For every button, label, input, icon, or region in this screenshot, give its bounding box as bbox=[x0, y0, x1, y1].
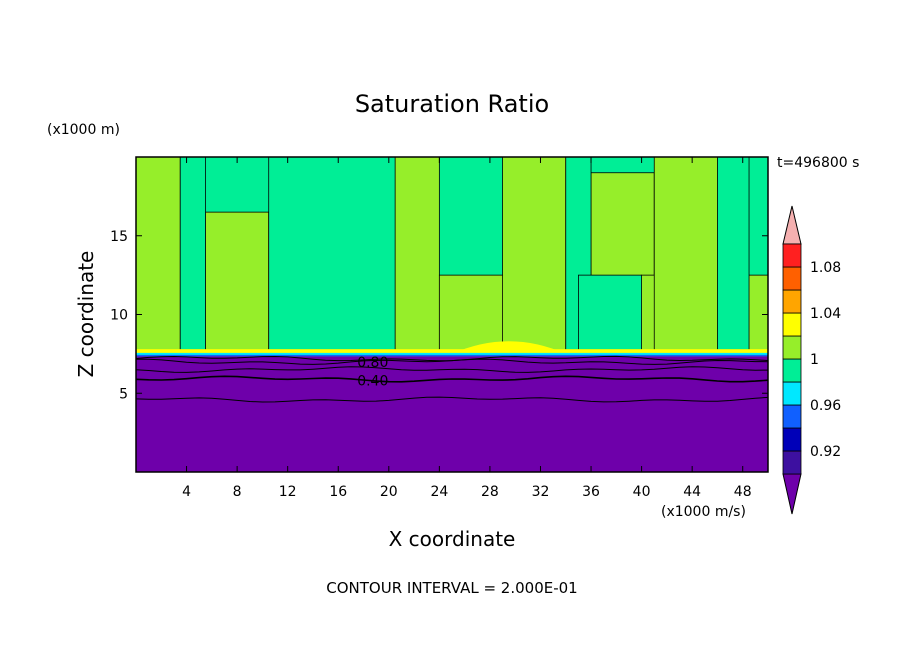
colorbar-segment bbox=[782, 404, 802, 429]
x-axis-label: X coordinate bbox=[389, 527, 516, 551]
colorbar-segment bbox=[782, 427, 802, 452]
x-tick-label: 16 bbox=[329, 484, 347, 500]
contour-interval-footer: CONTOUR INTERVAL = 2.000E-01 bbox=[326, 579, 577, 597]
colorbar-segment bbox=[782, 358, 802, 383]
colorbar-segment bbox=[782, 335, 802, 360]
transition-band-blue bbox=[136, 354, 768, 357]
colorbar-tick-label: 1.04 bbox=[810, 306, 841, 322]
colorbar-segment bbox=[782, 381, 802, 406]
y-axis: 5 10 15 bbox=[110, 229, 768, 402]
colorbar-segment bbox=[782, 289, 802, 314]
supersat-boundary-strip bbox=[136, 349, 768, 354]
contour-label: 0.40 bbox=[357, 374, 388, 390]
colorbar-segment bbox=[782, 266, 802, 291]
moist-region bbox=[578, 274, 643, 355]
contour-line bbox=[136, 358, 768, 365]
y-tick-label: 5 bbox=[119, 386, 128, 402]
contour-line bbox=[136, 366, 768, 373]
contour-line bbox=[136, 396, 768, 403]
x-tick-label: 44 bbox=[683, 484, 701, 500]
colorbar-segment bbox=[782, 312, 802, 337]
y-tick-label: 15 bbox=[110, 229, 128, 245]
supersat-region bbox=[502, 157, 567, 355]
colorbar-segment bbox=[782, 450, 802, 475]
x-tick-label: 20 bbox=[380, 484, 398, 500]
transition-band-cyan bbox=[136, 352, 768, 355]
x-tick-label: 12 bbox=[279, 484, 297, 500]
colorbar-segment bbox=[782, 243, 802, 268]
time-label: t=496800 s bbox=[777, 155, 859, 171]
moist-region bbox=[179, 157, 206, 355]
supersat-bump bbox=[452, 341, 566, 354]
x-tick-label: 36 bbox=[582, 484, 600, 500]
y-unit-label: (x1000 m) bbox=[47, 122, 120, 138]
x-tick-label: 8 bbox=[233, 484, 242, 500]
x-tick-label: 48 bbox=[734, 484, 752, 500]
colorbar-tick-label: 1.08 bbox=[810, 260, 841, 276]
moist-region bbox=[268, 157, 396, 355]
x-tick-label: 4 bbox=[182, 484, 191, 500]
colorbar: 0.92 0.96 1 1.04 1.08 bbox=[782, 205, 841, 515]
colorbar-tick-label: 0.92 bbox=[810, 444, 841, 460]
y-tick-label: 10 bbox=[110, 308, 128, 324]
plot-area bbox=[136, 157, 768, 472]
x-unit-label: (x1000 m/s) bbox=[661, 504, 746, 520]
chart-title: Saturation Ratio bbox=[355, 90, 549, 118]
contour-line bbox=[136, 375, 768, 383]
x-axis: 4 8 12 16 20 24 28 32 36 40 44 48 bbox=[182, 157, 752, 500]
supersat-region bbox=[136, 157, 181, 355]
colorbar-tick-label: 1 bbox=[810, 352, 819, 368]
contour-labels: 0.80 0.40 bbox=[357, 355, 388, 390]
x-tick-label: 32 bbox=[532, 484, 550, 500]
x-tick-label: 40 bbox=[633, 484, 651, 500]
supersat-region bbox=[205, 211, 270, 355]
supersat-region bbox=[394, 157, 440, 355]
colorbar-tick-label: 0.96 bbox=[810, 398, 841, 414]
moist-region bbox=[717, 157, 750, 355]
colorbar-over-triangle bbox=[782, 205, 802, 245]
y-axis-label: Z coordinate bbox=[74, 251, 98, 378]
supersat-region bbox=[653, 157, 718, 355]
dry-region bbox=[136, 356, 768, 472]
x-tick-label: 24 bbox=[430, 484, 448, 500]
x-tick-label: 28 bbox=[481, 484, 499, 500]
colorbar-under-triangle bbox=[782, 473, 802, 515]
contour-label: 0.80 bbox=[357, 355, 388, 371]
